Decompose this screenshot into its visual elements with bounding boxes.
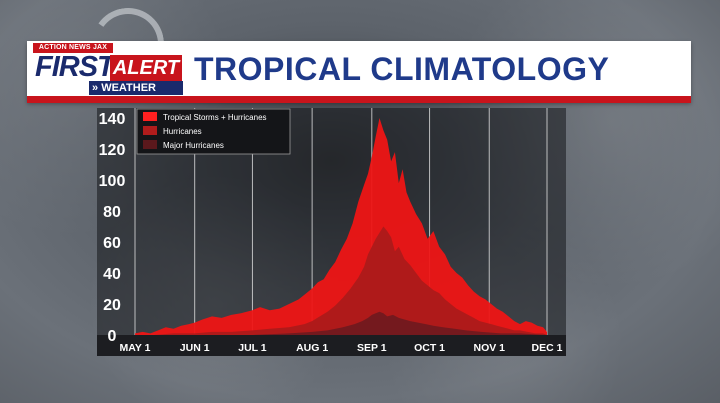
y-tick-label: 140 — [99, 111, 126, 128]
legend-label: Hurricanes — [163, 127, 202, 136]
y-tick-label: 120 — [99, 142, 126, 159]
x-tick-label: JUL 1 — [238, 342, 267, 354]
legend-label: Major Hurricanes — [163, 141, 224, 150]
page-title: TROPICAL CLIMATOLOGY — [194, 51, 610, 87]
area-major-hurricanes — [135, 311, 547, 335]
logo-first-text: FIRST — [35, 51, 115, 83]
first-alert-weather-logo: ACTION NEWS JAX FIRST ALERT » WEATHER — [33, 43, 183, 97]
y-tick-label: 60 — [103, 235, 121, 252]
legend-swatch — [143, 112, 157, 121]
y-tick-label: 40 — [103, 266, 121, 283]
logo-alert-text: ALERT — [110, 55, 182, 81]
legend-label: Tropical Storms + Hurricanes — [163, 113, 267, 122]
banner-red-stripe — [27, 96, 691, 103]
logo-weather-text: » WEATHER — [89, 81, 183, 95]
x-tick-label: NOV 1 — [473, 342, 505, 354]
x-tick-label: JUN 1 — [180, 342, 210, 354]
logo-station-name: ACTION NEWS JAX — [33, 43, 113, 53]
x-tick-label: AUG 1 — [296, 342, 328, 354]
area-tropical-storms-hurricanes — [135, 118, 547, 335]
x-tick-label: MAY 1 — [120, 342, 151, 354]
legend-box — [136, 108, 291, 155]
x-tick-label: DEC 1 — [532, 342, 563, 354]
y-tick-label: 20 — [103, 297, 121, 314]
legend-swatch — [143, 140, 157, 149]
y-tick-label: 0 — [108, 328, 117, 345]
y-tick-label: 80 — [103, 204, 121, 221]
x-tick-label: SEP 1 — [357, 342, 387, 354]
x-axis-bar — [97, 335, 566, 356]
y-tick-label: 100 — [99, 173, 126, 190]
logo-weather-label: WEATHER — [101, 82, 156, 94]
area-hurricanes — [135, 226, 547, 335]
x-tick-label: OCT 1 — [414, 342, 445, 354]
legend-swatch — [143, 126, 157, 135]
